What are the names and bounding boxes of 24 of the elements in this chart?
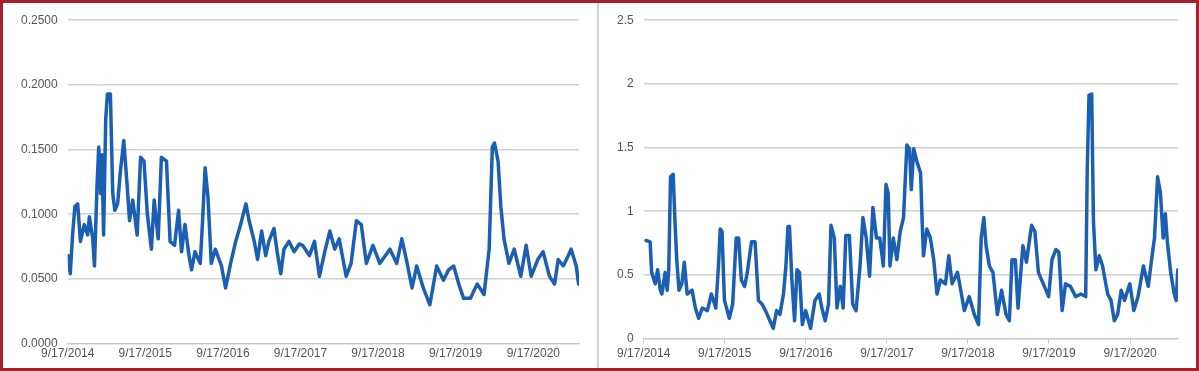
y-tick-label: 2	[626, 76, 634, 91]
x-tick-label: 9/17/2017	[273, 346, 328, 361]
y-tick-label: 0.1500	[21, 141, 59, 156]
x-tick-label: 9/17/2015	[697, 346, 752, 361]
x-tick-label: 9/17/2020	[506, 346, 561, 361]
y-tick-label: 2.5	[616, 12, 634, 27]
x-tick-label: 9/17/2014	[616, 346, 671, 361]
x-tick-label: 9/17/2018	[351, 346, 406, 361]
x-tick-label: 9/17/2019	[1022, 346, 1076, 361]
y-tick-label: 0.1000	[21, 206, 59, 221]
x-tick-label: 9/17/2015	[118, 346, 173, 361]
x-tick-label: 9/17/2017	[860, 346, 914, 361]
y-tick-label: 1.5	[616, 139, 634, 154]
x-tick-label: 9/17/2019	[428, 346, 483, 361]
x-tick-label: 9/17/2018	[941, 346, 995, 361]
y-tick-label: 0.5	[616, 267, 634, 282]
y-tick-label: 0.0500	[21, 271, 59, 286]
x-tick-label: 9/17/2016	[779, 346, 833, 361]
y-tick-label: 0.2500	[21, 12, 59, 27]
x-tick-label: 9/17/2016	[196, 346, 250, 361]
y-tick-label: 1	[626, 203, 634, 218]
y-tick-label: 0.2000	[21, 77, 59, 92]
x-tick-label: 9/17/2020	[1103, 346, 1158, 361]
y-tick-label: 0	[626, 330, 634, 345]
